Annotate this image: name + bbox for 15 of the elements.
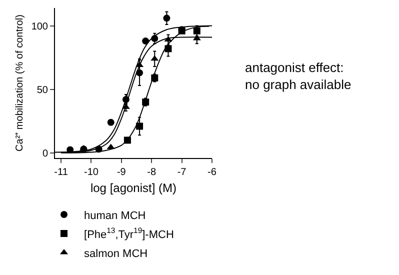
x-tick-label: -11 [54,167,68,178]
y-tick-label: 100 [31,21,48,32]
y-tick-label: 0 [42,148,48,160]
y-tick-label: 50 [36,84,48,96]
legend-label: [Phe$^{13}$,Tyr$^{19}$]-MCH [84,226,174,241]
legend-label: human MCH [84,210,146,222]
x-tick-label: -9 [116,167,126,178]
text: antagonist effect: no graph available [245,60,352,92]
x-tick-label: -6 [208,167,217,178]
x-tick-label: -10 [84,167,99,178]
legend-label: salmon MCH [84,248,148,260]
y-axis-title: Ca²⁺ mobilization (% of control) [14,14,26,152]
x-tick-label: -7 [177,167,187,178]
x-axis-title: log [agonist] (M) [90,180,177,195]
x-tick-label: -8 [147,167,156,178]
